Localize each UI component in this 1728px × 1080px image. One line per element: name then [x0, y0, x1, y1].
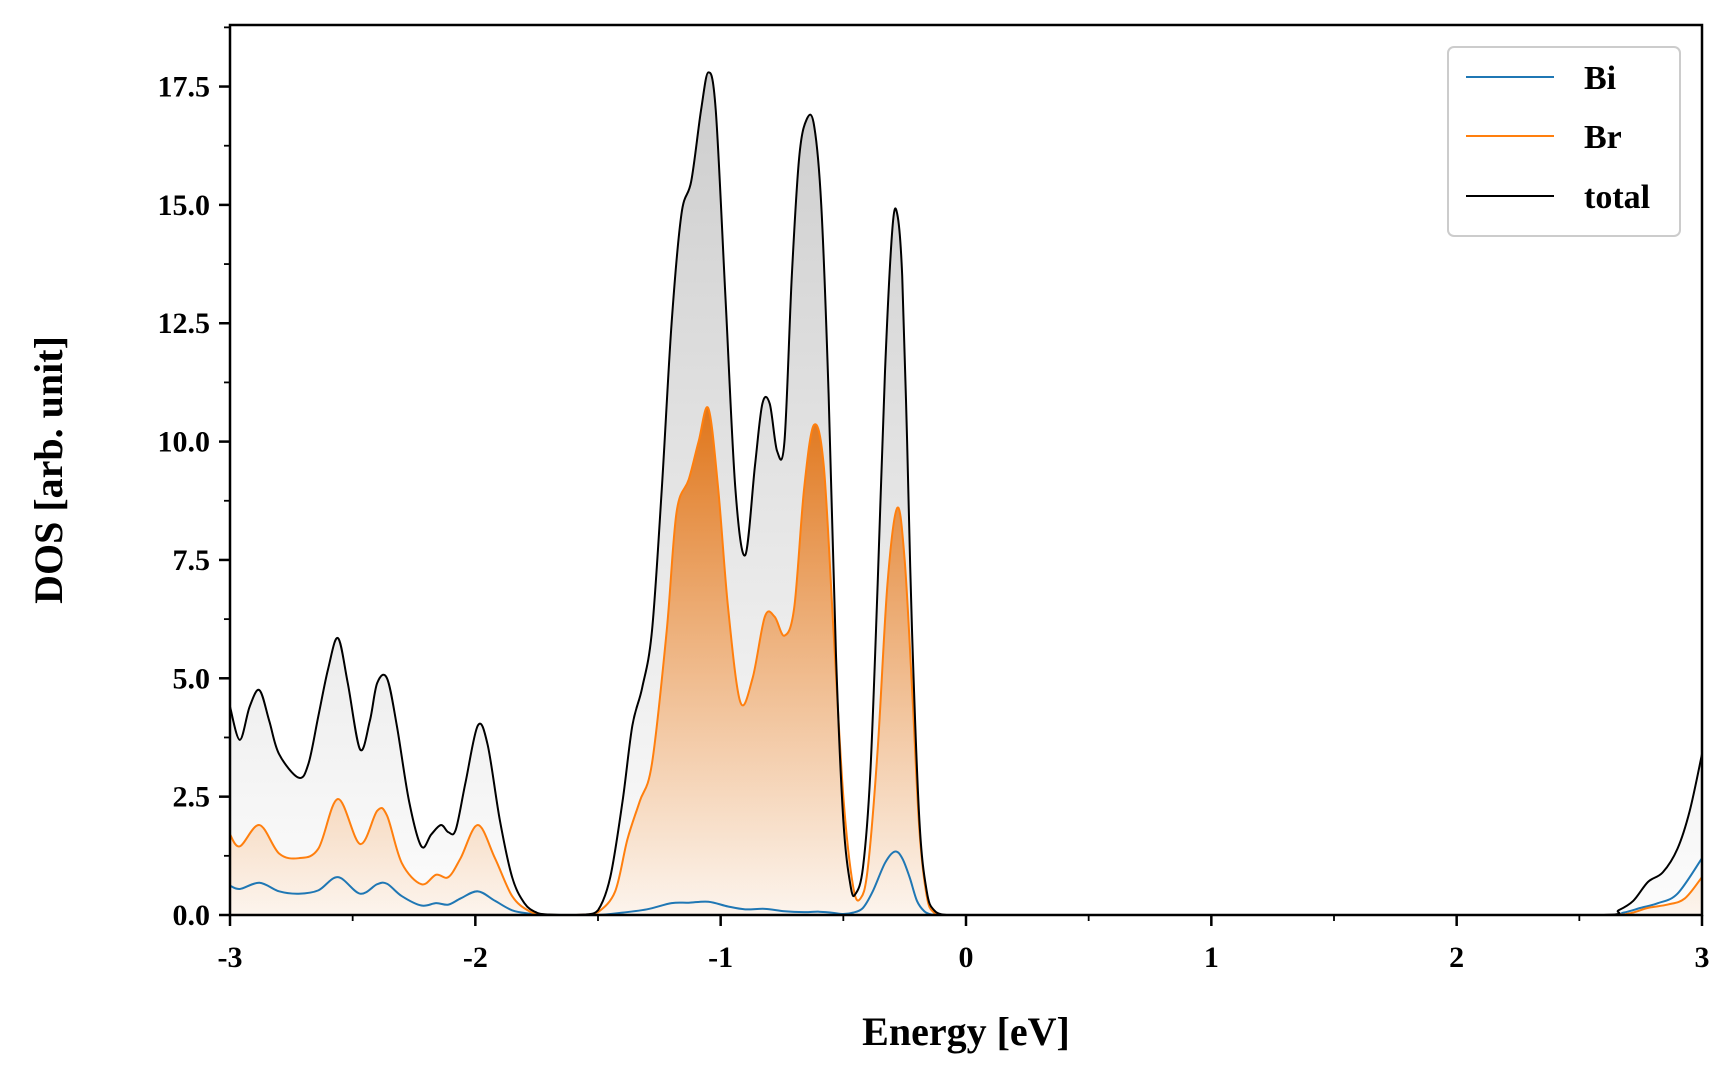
- legend: Bi Br total: [1447, 46, 1681, 237]
- y-tick-label: 12.5: [158, 307, 211, 340]
- x-tick-label: 3: [1695, 941, 1710, 974]
- y-tick-label: 7.5: [173, 544, 211, 577]
- y-tick-label: 2.5: [173, 781, 211, 814]
- series-lines: [230, 71, 1702, 915]
- x-tick-label: -2: [463, 941, 488, 974]
- series-line-total: [230, 71, 1702, 915]
- area-fills: [230, 72, 1702, 915]
- y-tick-label: 5.0: [173, 662, 211, 695]
- x-tick-label: 1: [1204, 941, 1219, 974]
- x-tick-label: 0: [959, 941, 974, 974]
- y-tick-label: 0.0: [173, 899, 211, 932]
- x-tick-label: 2: [1449, 941, 1464, 974]
- area-fill-br: [230, 407, 1702, 915]
- y-axis-ticks: 0.0 2.5 5.0 7.5 10.0 12.5 15.0 17.5: [158, 26, 230, 932]
- legend-box: [1447, 46, 1681, 237]
- legend-label-total: total: [1584, 179, 1650, 216]
- series-line-bi: [230, 850, 1702, 915]
- series-line-br: [230, 406, 1702, 915]
- legend-label-bi: Bi: [1584, 60, 1616, 97]
- x-axis-title: Energy [eV]: [862, 1009, 1070, 1054]
- y-tick-label: 17.5: [158, 71, 211, 104]
- x-tick-label: -3: [218, 941, 243, 974]
- x-axis-ticks: -3 -2 -1 0 1 2 3: [218, 915, 1710, 974]
- x-tick-label: -1: [708, 941, 733, 974]
- y-axis-title: DOS [arb. unit]: [26, 336, 71, 604]
- y-tick-label: 15.0: [158, 189, 211, 222]
- legend-label-br: Br: [1584, 119, 1622, 156]
- y-tick-label: 10.0: [158, 426, 211, 459]
